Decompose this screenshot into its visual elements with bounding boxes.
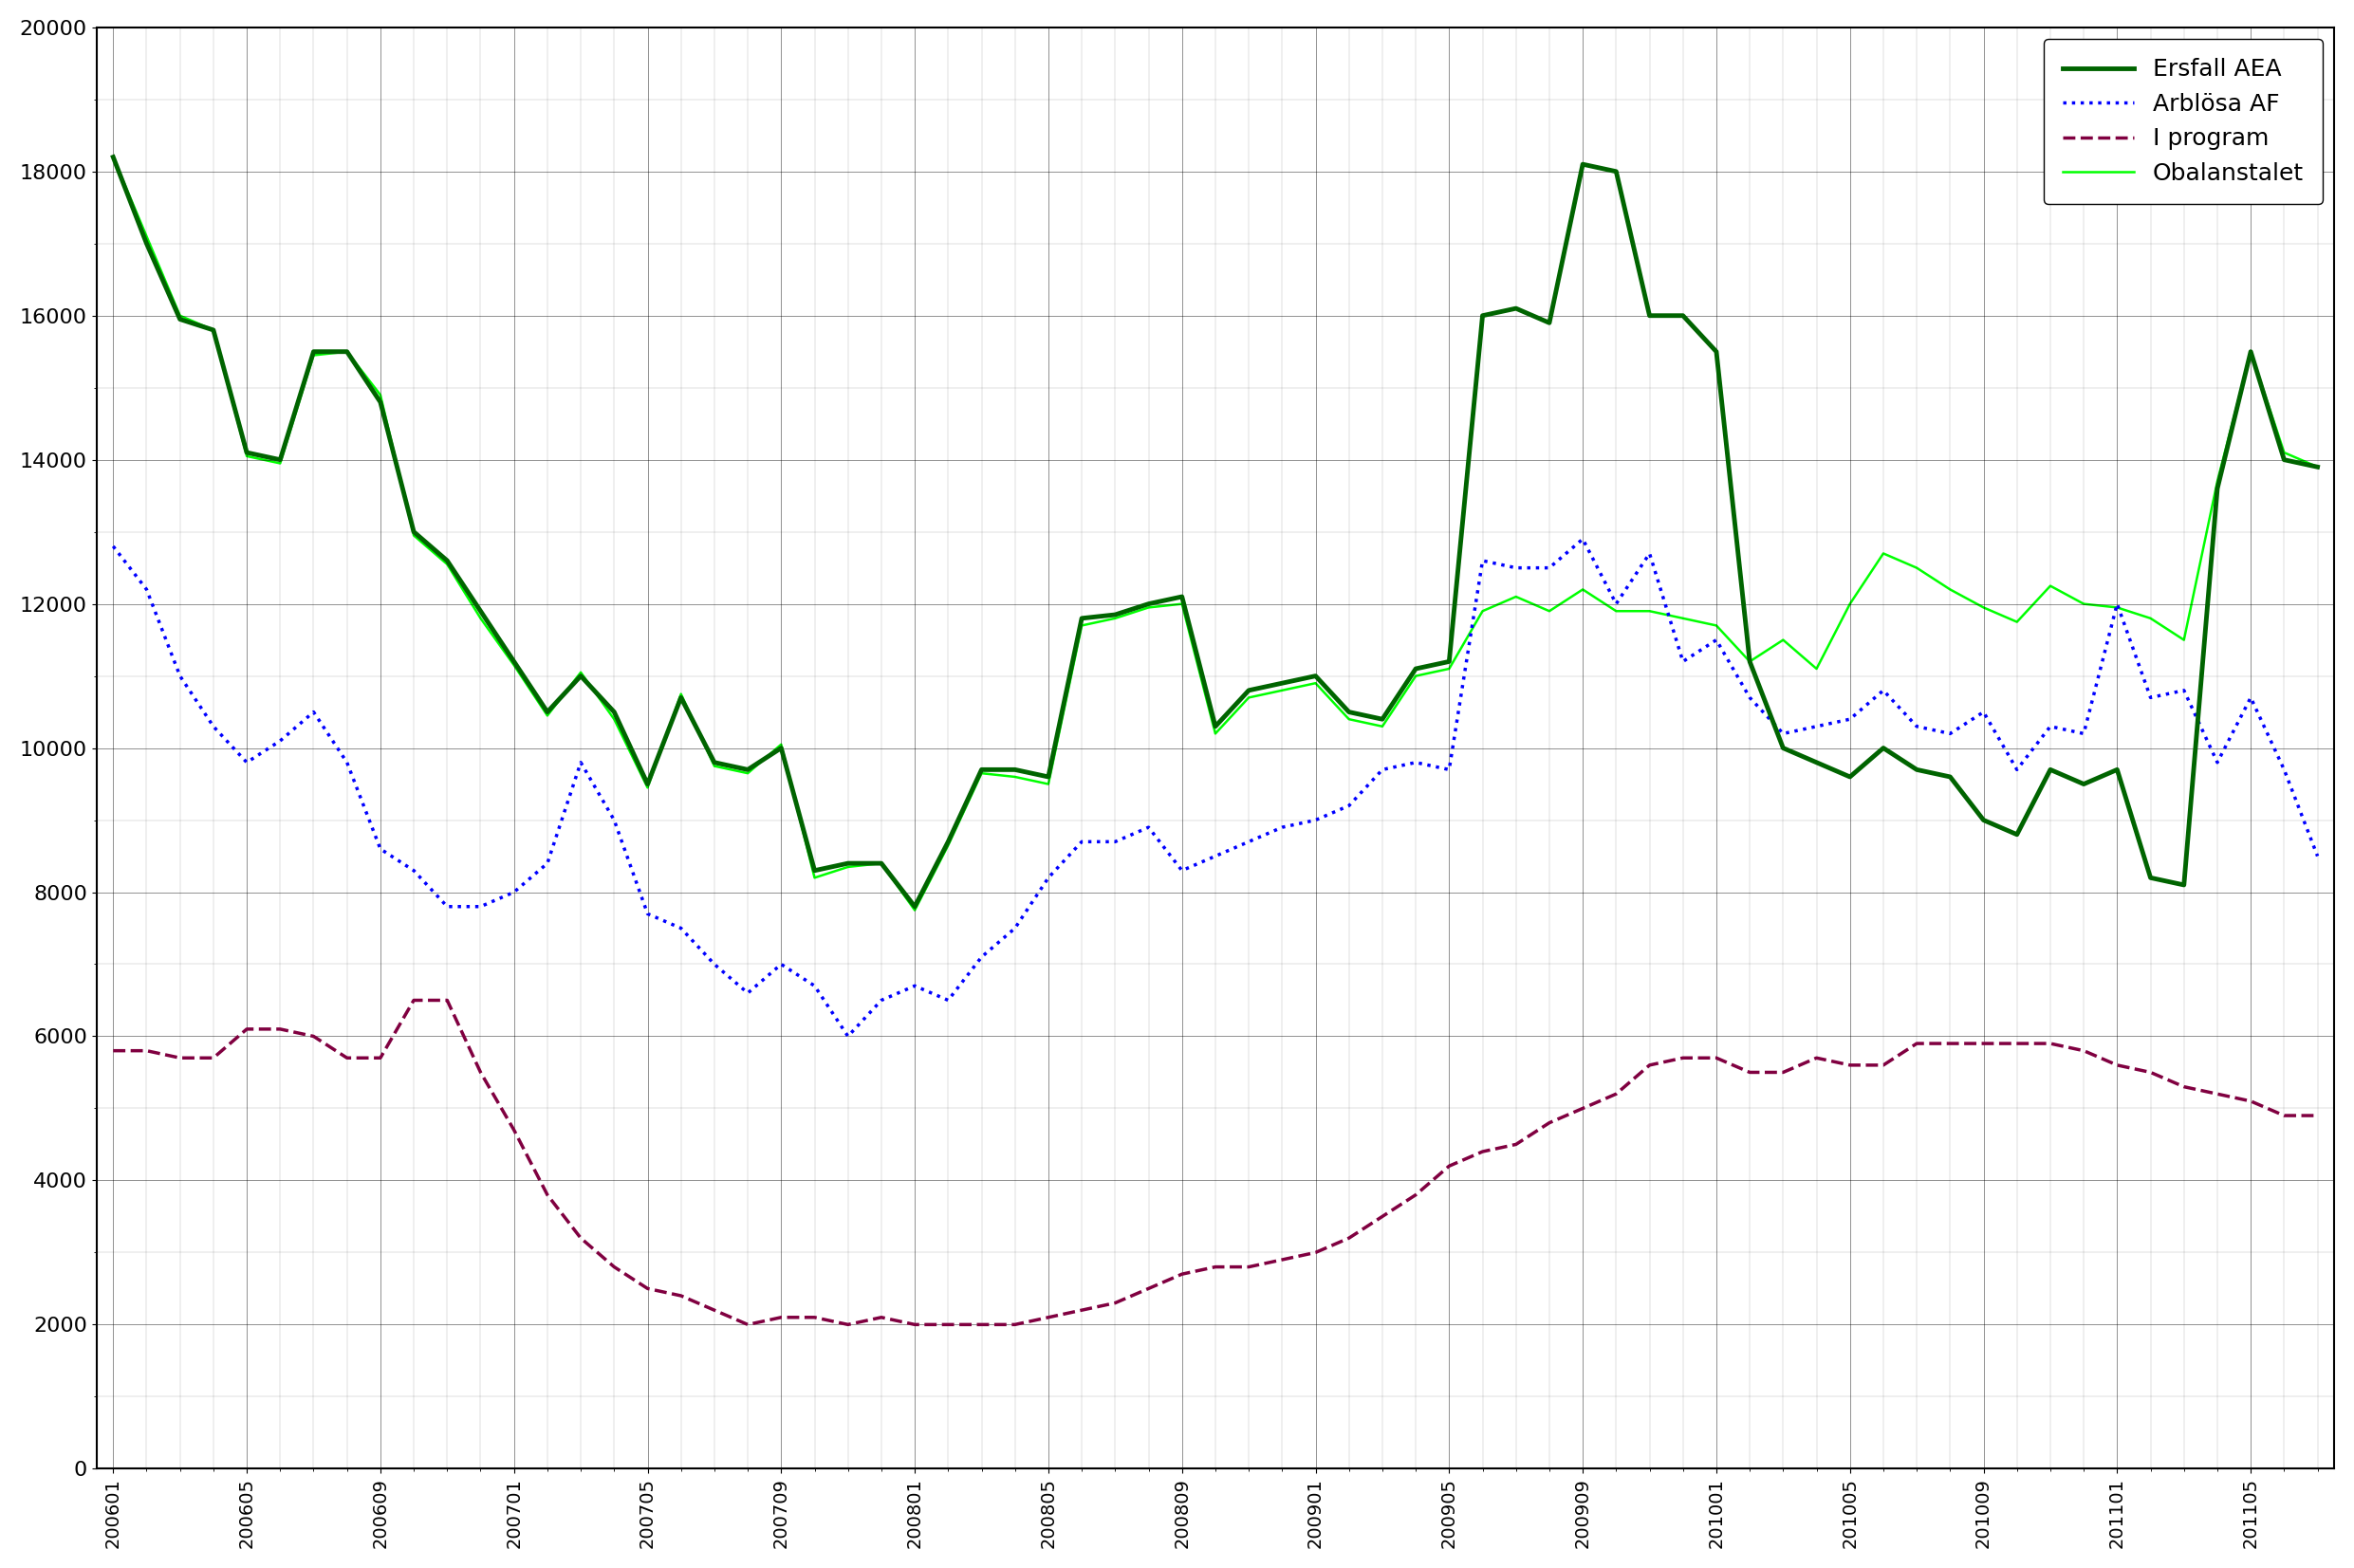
- I program: [400, 991, 428, 1010]
- I program: [2305, 1105, 2333, 1124]
- I program: [1168, 1265, 1196, 1284]
- Obalanstalet: [1803, 660, 1831, 679]
- Obalanstalet: [433, 555, 461, 574]
- Line: I program: I program: [113, 1000, 2319, 1325]
- Arblösa AF: [1836, 710, 1864, 729]
- Ersfall AEA: [1135, 594, 1163, 613]
- Obalanstalet: [99, 147, 127, 166]
- Ersfall AEA: [433, 552, 461, 571]
- Line: Ersfall AEA: Ersfall AEA: [113, 157, 2319, 906]
- I program: [1069, 1301, 1097, 1320]
- Obalanstalet: [2305, 458, 2333, 477]
- I program: [367, 1049, 395, 1068]
- Arblösa AF: [833, 1027, 862, 1046]
- Arblösa AF: [1033, 869, 1062, 887]
- Ersfall AEA: [2305, 458, 2333, 477]
- Obalanstalet: [1033, 775, 1062, 793]
- I program: [266, 1019, 294, 1038]
- Line: Arblösa AF: Arblösa AF: [113, 539, 2319, 1036]
- Obalanstalet: [367, 386, 395, 405]
- Obalanstalet: [1135, 597, 1163, 616]
- Arblösa AF: [1568, 530, 1596, 549]
- Ersfall AEA: [2170, 875, 2199, 894]
- Arblösa AF: [367, 839, 395, 858]
- I program: [2170, 1077, 2199, 1096]
- Ersfall AEA: [1803, 753, 1831, 771]
- Arblösa AF: [2305, 847, 2333, 866]
- Arblösa AF: [266, 731, 294, 750]
- Ersfall AEA: [367, 392, 395, 411]
- Ersfall AEA: [902, 897, 930, 916]
- Legend: Ersfall AEA, Arblösa AF, I program, Obalanstalet: Ersfall AEA, Arblösa AF, I program, Obal…: [2043, 39, 2323, 204]
- Arblösa AF: [2170, 681, 2199, 699]
- I program: [1836, 1055, 1864, 1074]
- I program: [734, 1316, 763, 1334]
- Obalanstalet: [902, 900, 930, 919]
- Arblösa AF: [1135, 818, 1163, 837]
- Obalanstalet: [2170, 630, 2199, 649]
- Arblösa AF: [99, 536, 127, 555]
- Ersfall AEA: [99, 147, 127, 166]
- I program: [99, 1041, 127, 1060]
- Line: Obalanstalet: Obalanstalet: [113, 157, 2319, 909]
- Ersfall AEA: [1033, 767, 1062, 786]
